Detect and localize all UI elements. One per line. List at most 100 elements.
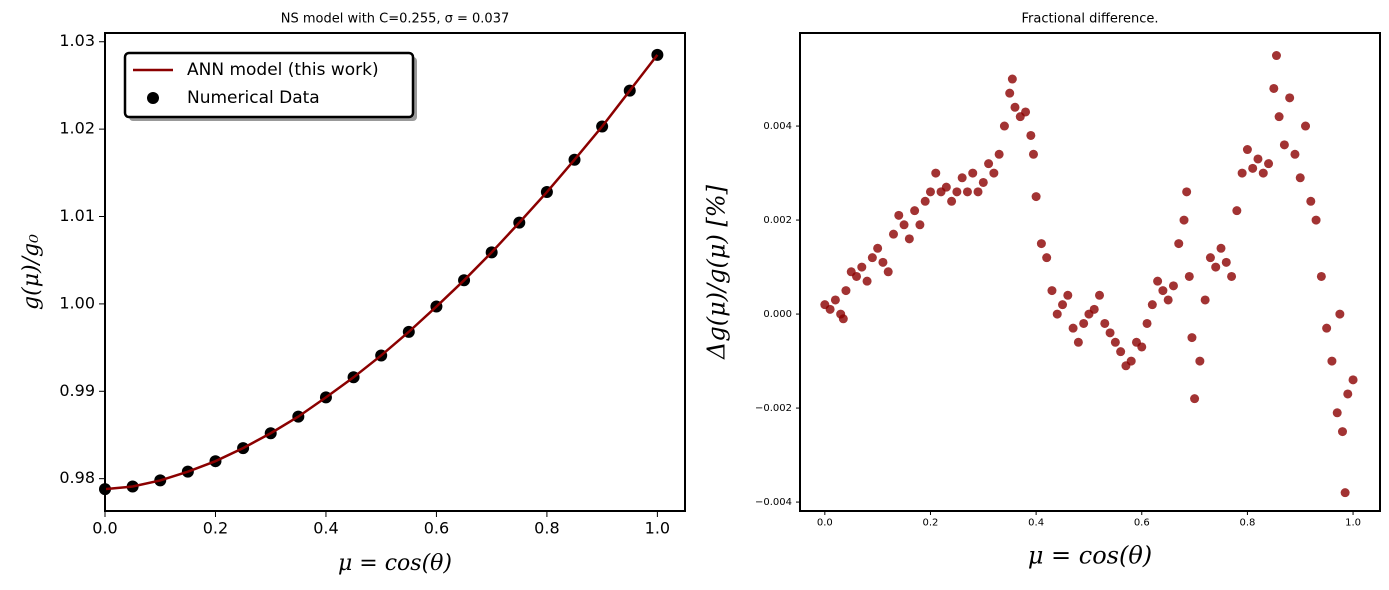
- data-point: [1332, 408, 1342, 418]
- data-point: [1271, 51, 1281, 61]
- chart-title: NS model with C=0.255, σ = 0.037: [281, 12, 510, 27]
- data-point: [1147, 300, 1157, 310]
- y-tick-label: 0.99: [59, 381, 95, 400]
- data-point: [1248, 163, 1258, 173]
- data-point: [1047, 286, 1057, 296]
- data-point: [1322, 323, 1332, 333]
- data-point: [1031, 192, 1041, 202]
- data-point: [1182, 187, 1192, 197]
- data-point: [1142, 318, 1152, 328]
- data-point: [1227, 271, 1237, 281]
- data-point: [1052, 309, 1062, 319]
- data-point: [1158, 286, 1168, 296]
- data-point: [1337, 427, 1347, 437]
- data-point: [947, 196, 957, 206]
- legend-swatch: [147, 92, 159, 104]
- data-point: [1242, 145, 1252, 155]
- data-point: [1179, 215, 1189, 225]
- data-point: [1316, 271, 1326, 281]
- data-point: [1290, 149, 1300, 159]
- y-tick-label: 1.02: [59, 119, 95, 138]
- x-tick-label: 0.0: [92, 519, 117, 538]
- data-point: [1105, 328, 1115, 338]
- x-tick-label: 0.8: [534, 519, 559, 538]
- y-tick-label: 0.002: [763, 215, 792, 226]
- data-point: [1126, 356, 1136, 366]
- data-point: [1100, 318, 1110, 328]
- data-point: [1340, 488, 1350, 498]
- plot-frame: [104, 32, 686, 512]
- y-axis-label: Δg(μ)/g(μ) [%]: [703, 184, 731, 360]
- data-point: [984, 159, 994, 169]
- y-tick-label: −0.004: [755, 497, 792, 508]
- y-tick-label: 0.000: [763, 309, 792, 320]
- data-point: [978, 177, 988, 187]
- data-point: [873, 243, 883, 253]
- data-point: [1174, 239, 1184, 249]
- data-point: [1153, 276, 1163, 286]
- data-point: [899, 220, 909, 230]
- y-tick-label: 1.03: [59, 31, 95, 50]
- data-point: [1335, 309, 1345, 319]
- data-point: [952, 187, 962, 197]
- x-tick-label: 0.2: [203, 519, 228, 538]
- data-point: [1279, 140, 1289, 150]
- data-point: [862, 276, 872, 286]
- data-point: [1028, 149, 1038, 159]
- data-point: [1348, 375, 1358, 385]
- x-tick-label: 0.0: [817, 518, 833, 529]
- data-point: [1232, 206, 1242, 216]
- data-point: [894, 210, 904, 220]
- data-point: [825, 304, 835, 314]
- data-point: [838, 314, 848, 324]
- data-point: [1021, 107, 1031, 117]
- data-point: [1253, 154, 1263, 164]
- data-point: [941, 182, 951, 192]
- y-tick-label: −0.002: [755, 403, 792, 414]
- data-point: [1195, 356, 1205, 366]
- data-point: [1005, 88, 1015, 98]
- data-point: [1079, 318, 1089, 328]
- y-tick-label: 1.00: [59, 293, 95, 312]
- data-point: [1258, 168, 1268, 178]
- data-point: [1211, 262, 1221, 272]
- data-point: [973, 187, 983, 197]
- y-tick-label: 0.004: [763, 121, 792, 132]
- data-point: [1295, 173, 1305, 183]
- data-point: [1116, 347, 1126, 357]
- legend-label: ANN model (this work): [187, 60, 379, 80]
- data-point: [1026, 130, 1036, 140]
- x-axis-label: μ = cos(θ): [1028, 542, 1152, 570]
- data-point: [841, 286, 851, 296]
- data-point: [852, 271, 862, 281]
- data-point: [1190, 394, 1200, 404]
- plot-frame: [799, 32, 1381, 512]
- y-tick-label: 1.01: [59, 206, 95, 225]
- data-point: [878, 257, 888, 267]
- data-point: [867, 253, 877, 263]
- data-point: [1221, 257, 1231, 267]
- data-point: [1063, 290, 1073, 300]
- data-point: [1163, 295, 1173, 305]
- data-point: [994, 149, 1004, 159]
- data-point: [1187, 333, 1197, 343]
- data-point: [1110, 337, 1120, 347]
- data-point: [1007, 74, 1017, 84]
- data-point: [1264, 159, 1274, 169]
- data-point: [1068, 323, 1078, 333]
- x-tick-label: 0.8: [1239, 518, 1255, 529]
- data-point: [1274, 112, 1284, 122]
- data-line: [104, 54, 659, 491]
- data-point: [999, 121, 1009, 131]
- data-point: [1010, 102, 1020, 112]
- data-point: [920, 196, 930, 206]
- x-tick-label: 0.4: [1028, 518, 1044, 529]
- x-tick-label: 1.0: [1345, 518, 1361, 529]
- data-point: [1089, 304, 1099, 314]
- data-point: [915, 220, 925, 230]
- data-point: [1137, 342, 1147, 352]
- legend-label: Numerical Data: [187, 88, 320, 108]
- data-point: [1200, 295, 1210, 305]
- data-point: [1237, 168, 1247, 178]
